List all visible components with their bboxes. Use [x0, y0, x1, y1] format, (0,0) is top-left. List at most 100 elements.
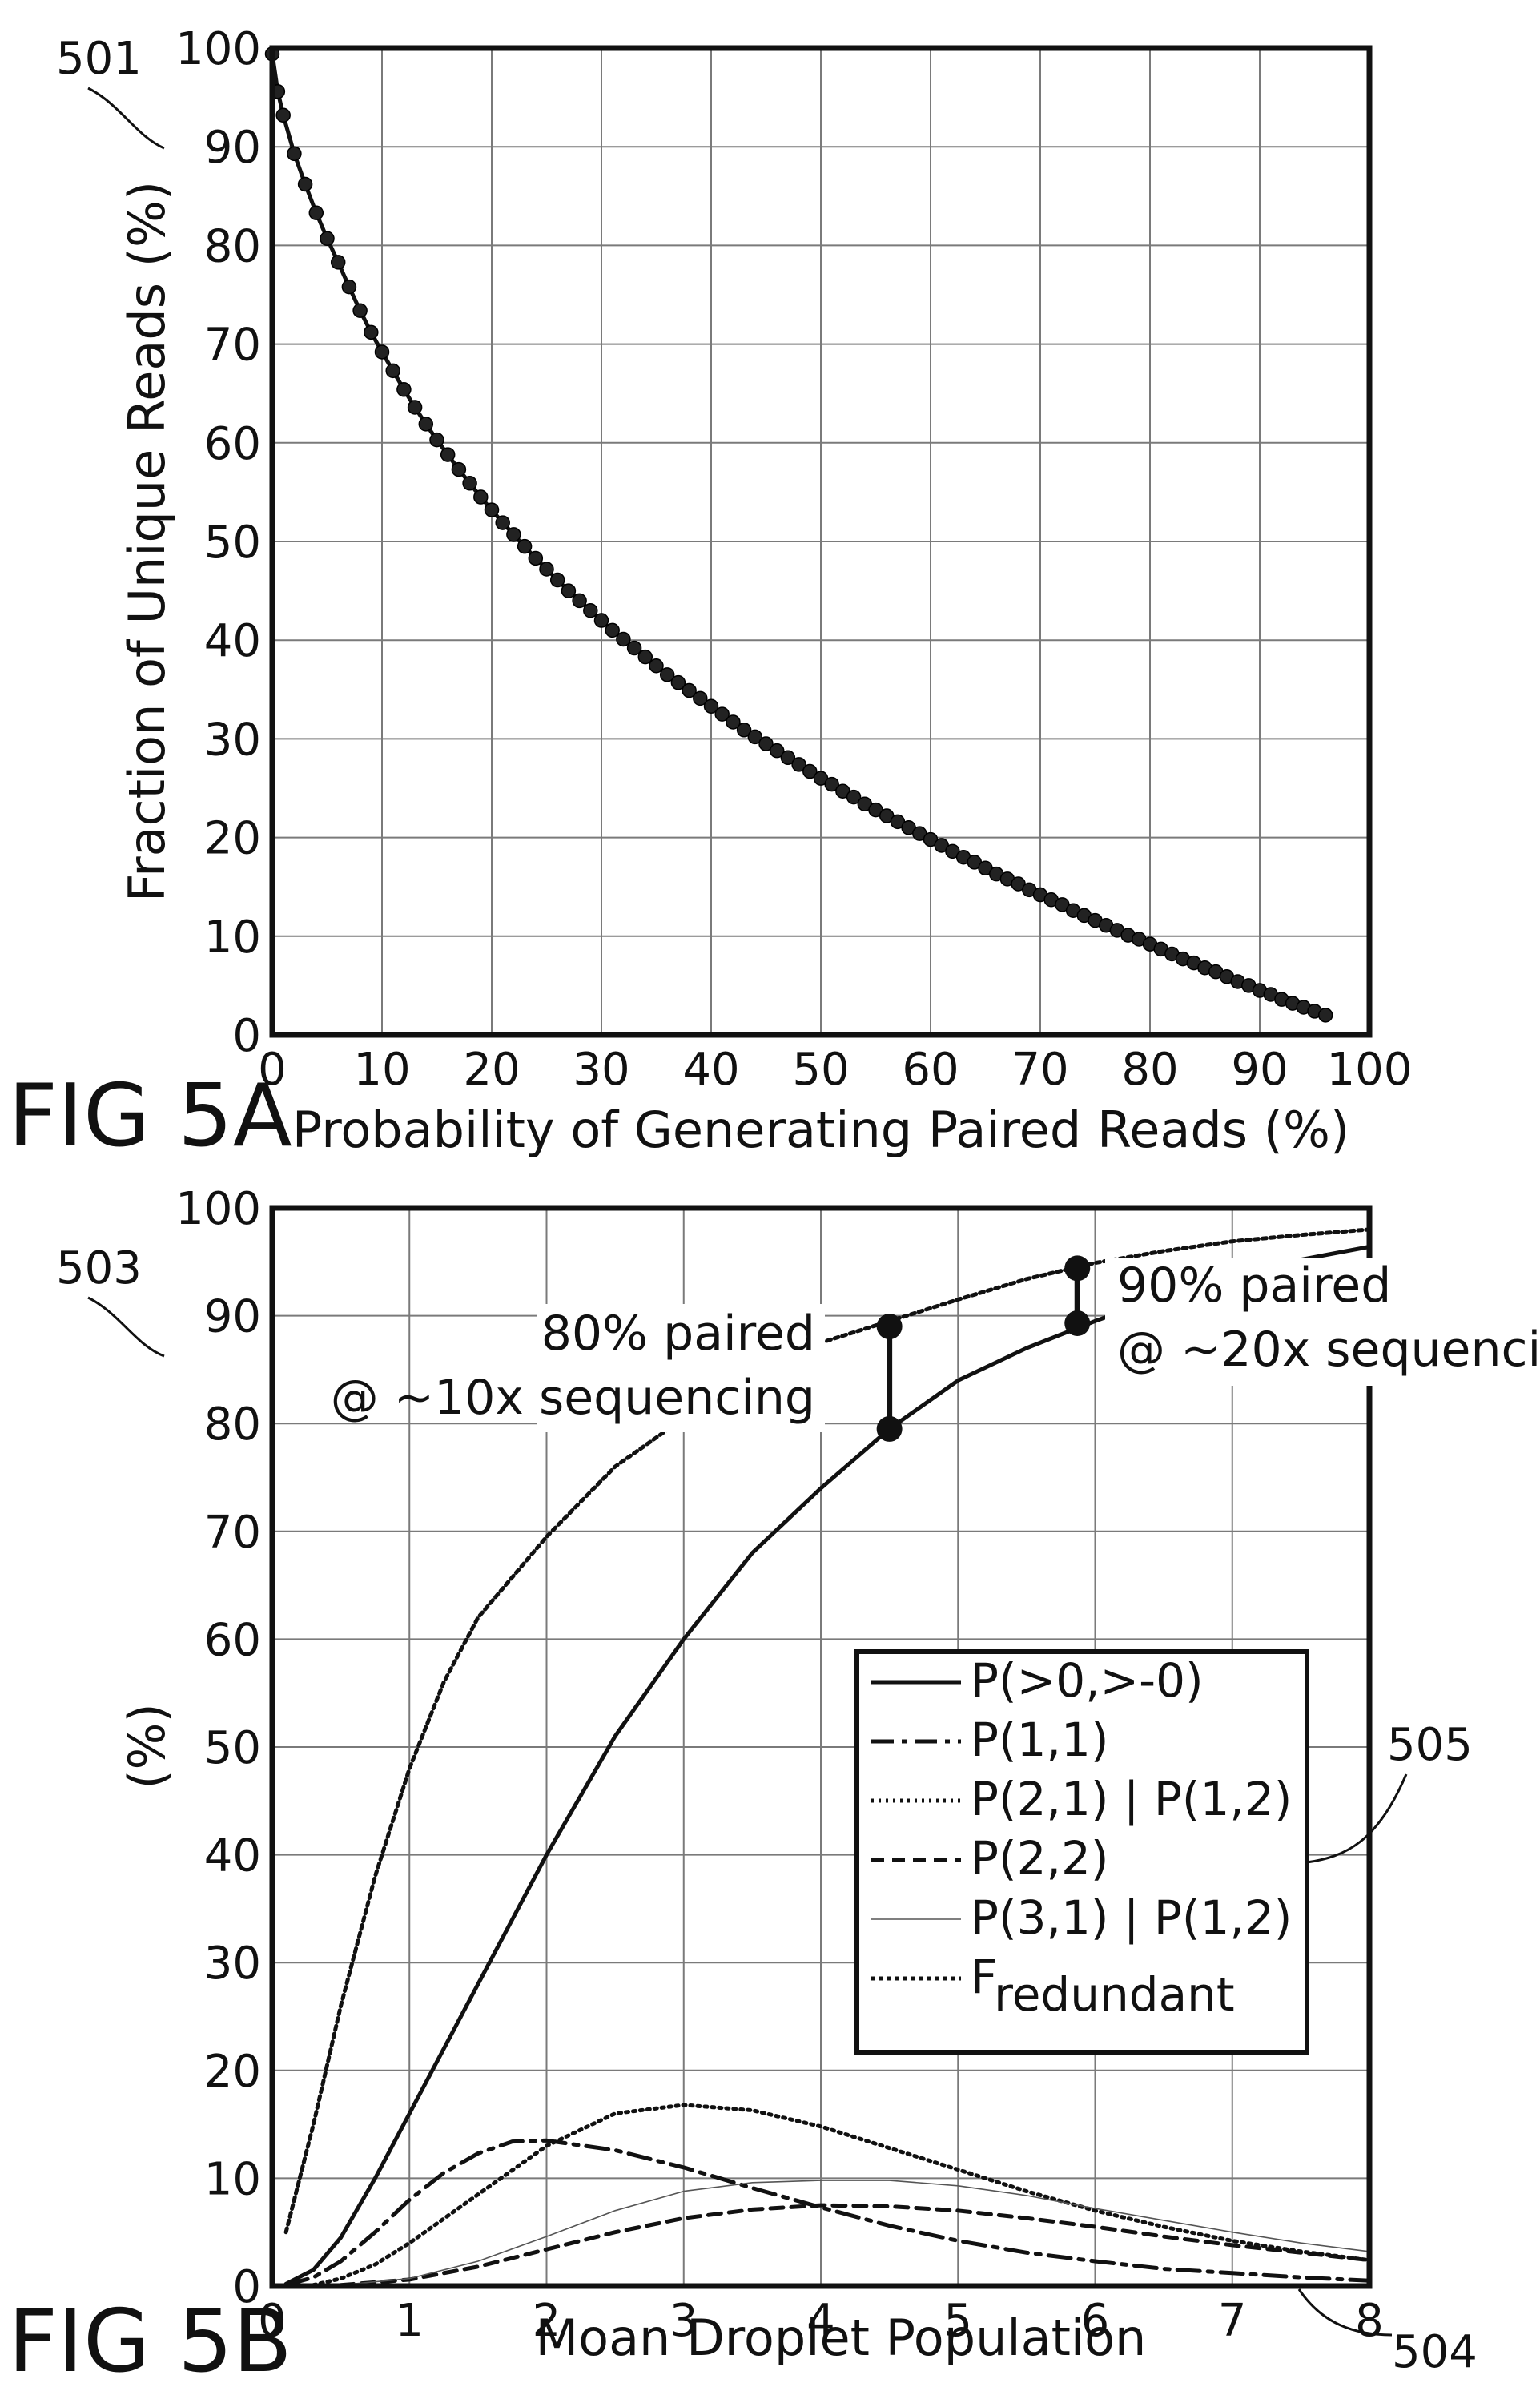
y-tick-label: 100	[175, 1183, 261, 1235]
data-point	[693, 690, 708, 706]
y-tick-label: 30	[204, 1938, 261, 1990]
y-tick-label: 80	[204, 1399, 261, 1451]
data-point	[275, 107, 291, 123]
y-tick-label: 100	[175, 23, 261, 75]
ref-503-leader	[87, 1296, 165, 1358]
data-point	[506, 527, 521, 542]
data-point	[703, 698, 719, 714]
data-point	[626, 640, 642, 656]
x-tick-label: 3	[669, 2295, 698, 2347]
pairing-marker-low	[876, 1415, 903, 1442]
data-point	[341, 279, 357, 295]
x-tick-label: 0	[258, 1044, 287, 1096]
data-point	[517, 538, 533, 554]
series-line-3	[339, 2203, 1372, 2288]
pairing-marker-low	[1064, 1310, 1091, 1337]
pairing-marker-high	[876, 1314, 903, 1340]
legend-box	[854, 1649, 1309, 2055]
series-line-0	[270, 51, 1328, 1017]
legend-label: P(2,2)	[971, 1831, 1108, 1886]
x-tick-label: 4	[806, 2295, 835, 2347]
annotation-80-background	[537, 1304, 825, 1432]
chart-5a: 0 10 20 30 40 50 60 70 80 90 100 0 10 20 30 40 50 60 70 80…	[8, 23, 1412, 1166]
chart-5a-series	[264, 46, 1333, 1023]
chart-5b-x-ticks: 0 1 2 3 4 5 6 7 8	[258, 2295, 1384, 2347]
y-tick-label: 60	[204, 1614, 261, 1666]
data-point	[396, 382, 412, 397]
y-tick-label: 40	[204, 1830, 261, 1882]
data-point	[846, 789, 862, 805]
x-tick-label: 8	[1355, 2295, 1384, 2347]
data-point	[297, 176, 313, 192]
ref-number-505: 505	[1387, 1719, 1473, 1771]
data-point	[780, 750, 796, 766]
figure-label-5b: FIG 5B	[8, 2292, 292, 2392]
y-tick-label: 10	[204, 2153, 261, 2205]
x-tick-label: 20	[463, 1044, 520, 1096]
ref-number-504: 504	[1392, 2326, 1478, 2378]
data-point	[440, 447, 456, 462]
x-tick-label: 5	[943, 2295, 972, 2347]
data-point	[802, 763, 818, 779]
chart-5b-markers	[876, 1255, 1091, 1442]
data-point	[791, 757, 806, 772]
data-point	[824, 776, 839, 792]
series-line-2	[311, 2103, 1372, 2288]
annotation-90-line1: 90% paired	[1117, 1258, 1391, 1314]
chart-5b: 0 1 2 3 4 5 6 7 8 0 10 20 30 40 50 60 70 80 90 100 80% pai…	[8, 1183, 1540, 2392]
data-point	[572, 593, 587, 609]
x-tick-label: 1	[395, 2295, 424, 2347]
data-point	[649, 658, 664, 674]
y-tick-label: 0	[232, 2261, 261, 2313]
data-point	[352, 303, 368, 318]
data-point	[616, 631, 631, 647]
ref-number-503: 503	[56, 1242, 142, 1294]
legend-label: P(3,1) | P(1,2)	[971, 1890, 1292, 1945]
chart-5a-x-ticks: 0 10 20 30 40 50 60 70 80 90 100	[258, 1044, 1412, 1096]
y-tick-label: 20	[204, 813, 261, 865]
annotation-80-line2: @ ~10x sequencing	[331, 1370, 815, 1426]
legend-label: P(1,1)	[971, 1713, 1108, 1767]
data-point	[714, 706, 730, 722]
ref-504-leader	[1297, 2288, 1393, 2337]
data-point	[495, 515, 510, 530]
data-point	[670, 674, 686, 690]
y-tick-label: 60	[204, 418, 261, 470]
y-tick-label: 20	[204, 2046, 261, 2098]
x-tick-label: 70	[1011, 1044, 1068, 1096]
y-tick-label: 90	[204, 122, 261, 174]
data-point	[418, 417, 434, 432]
x-tick-label: 90	[1231, 1044, 1288, 1096]
data-point	[605, 622, 620, 638]
data-point	[287, 146, 302, 162]
data-point	[374, 344, 390, 360]
x-tick-label: 6	[1081, 2295, 1110, 2347]
series-line-4	[340, 2180, 1370, 2286]
legend-label: Fredundant	[971, 1950, 1235, 2022]
data-point	[308, 205, 324, 220]
ref-505-leader	[1306, 1773, 1408, 1864]
y-tick-label: 80	[204, 220, 261, 272]
y-tick-label: 0	[232, 1010, 261, 1062]
annotation-80-line1: 80% paired	[541, 1306, 815, 1362]
data-point	[758, 736, 774, 751]
ref-501-leader	[87, 87, 165, 150]
chart-5b-x-label: Moan Droplet Population	[536, 2308, 1147, 2367]
x-tick-label: 80	[1121, 1044, 1178, 1096]
data-point	[364, 324, 379, 340]
chart-5b-y-label: (%)	[118, 1703, 176, 1789]
data-point	[561, 583, 577, 598]
y-tick-label: 30	[204, 714, 261, 766]
x-tick-label: 50	[792, 1044, 849, 1096]
data-point	[747, 729, 763, 745]
series-line-1	[283, 2138, 1372, 2288]
chart-5a-grid	[271, 47, 1370, 1036]
ref-number-501: 501	[56, 33, 142, 85]
data-point	[549, 572, 565, 588]
data-point	[637, 649, 653, 665]
data-point	[385, 363, 400, 379]
x-tick-label: 60	[902, 1044, 959, 1096]
annotation-90-line2: @ ~20x sequencing	[1117, 1322, 1540, 1378]
x-tick-label: 7	[1218, 2295, 1247, 2347]
